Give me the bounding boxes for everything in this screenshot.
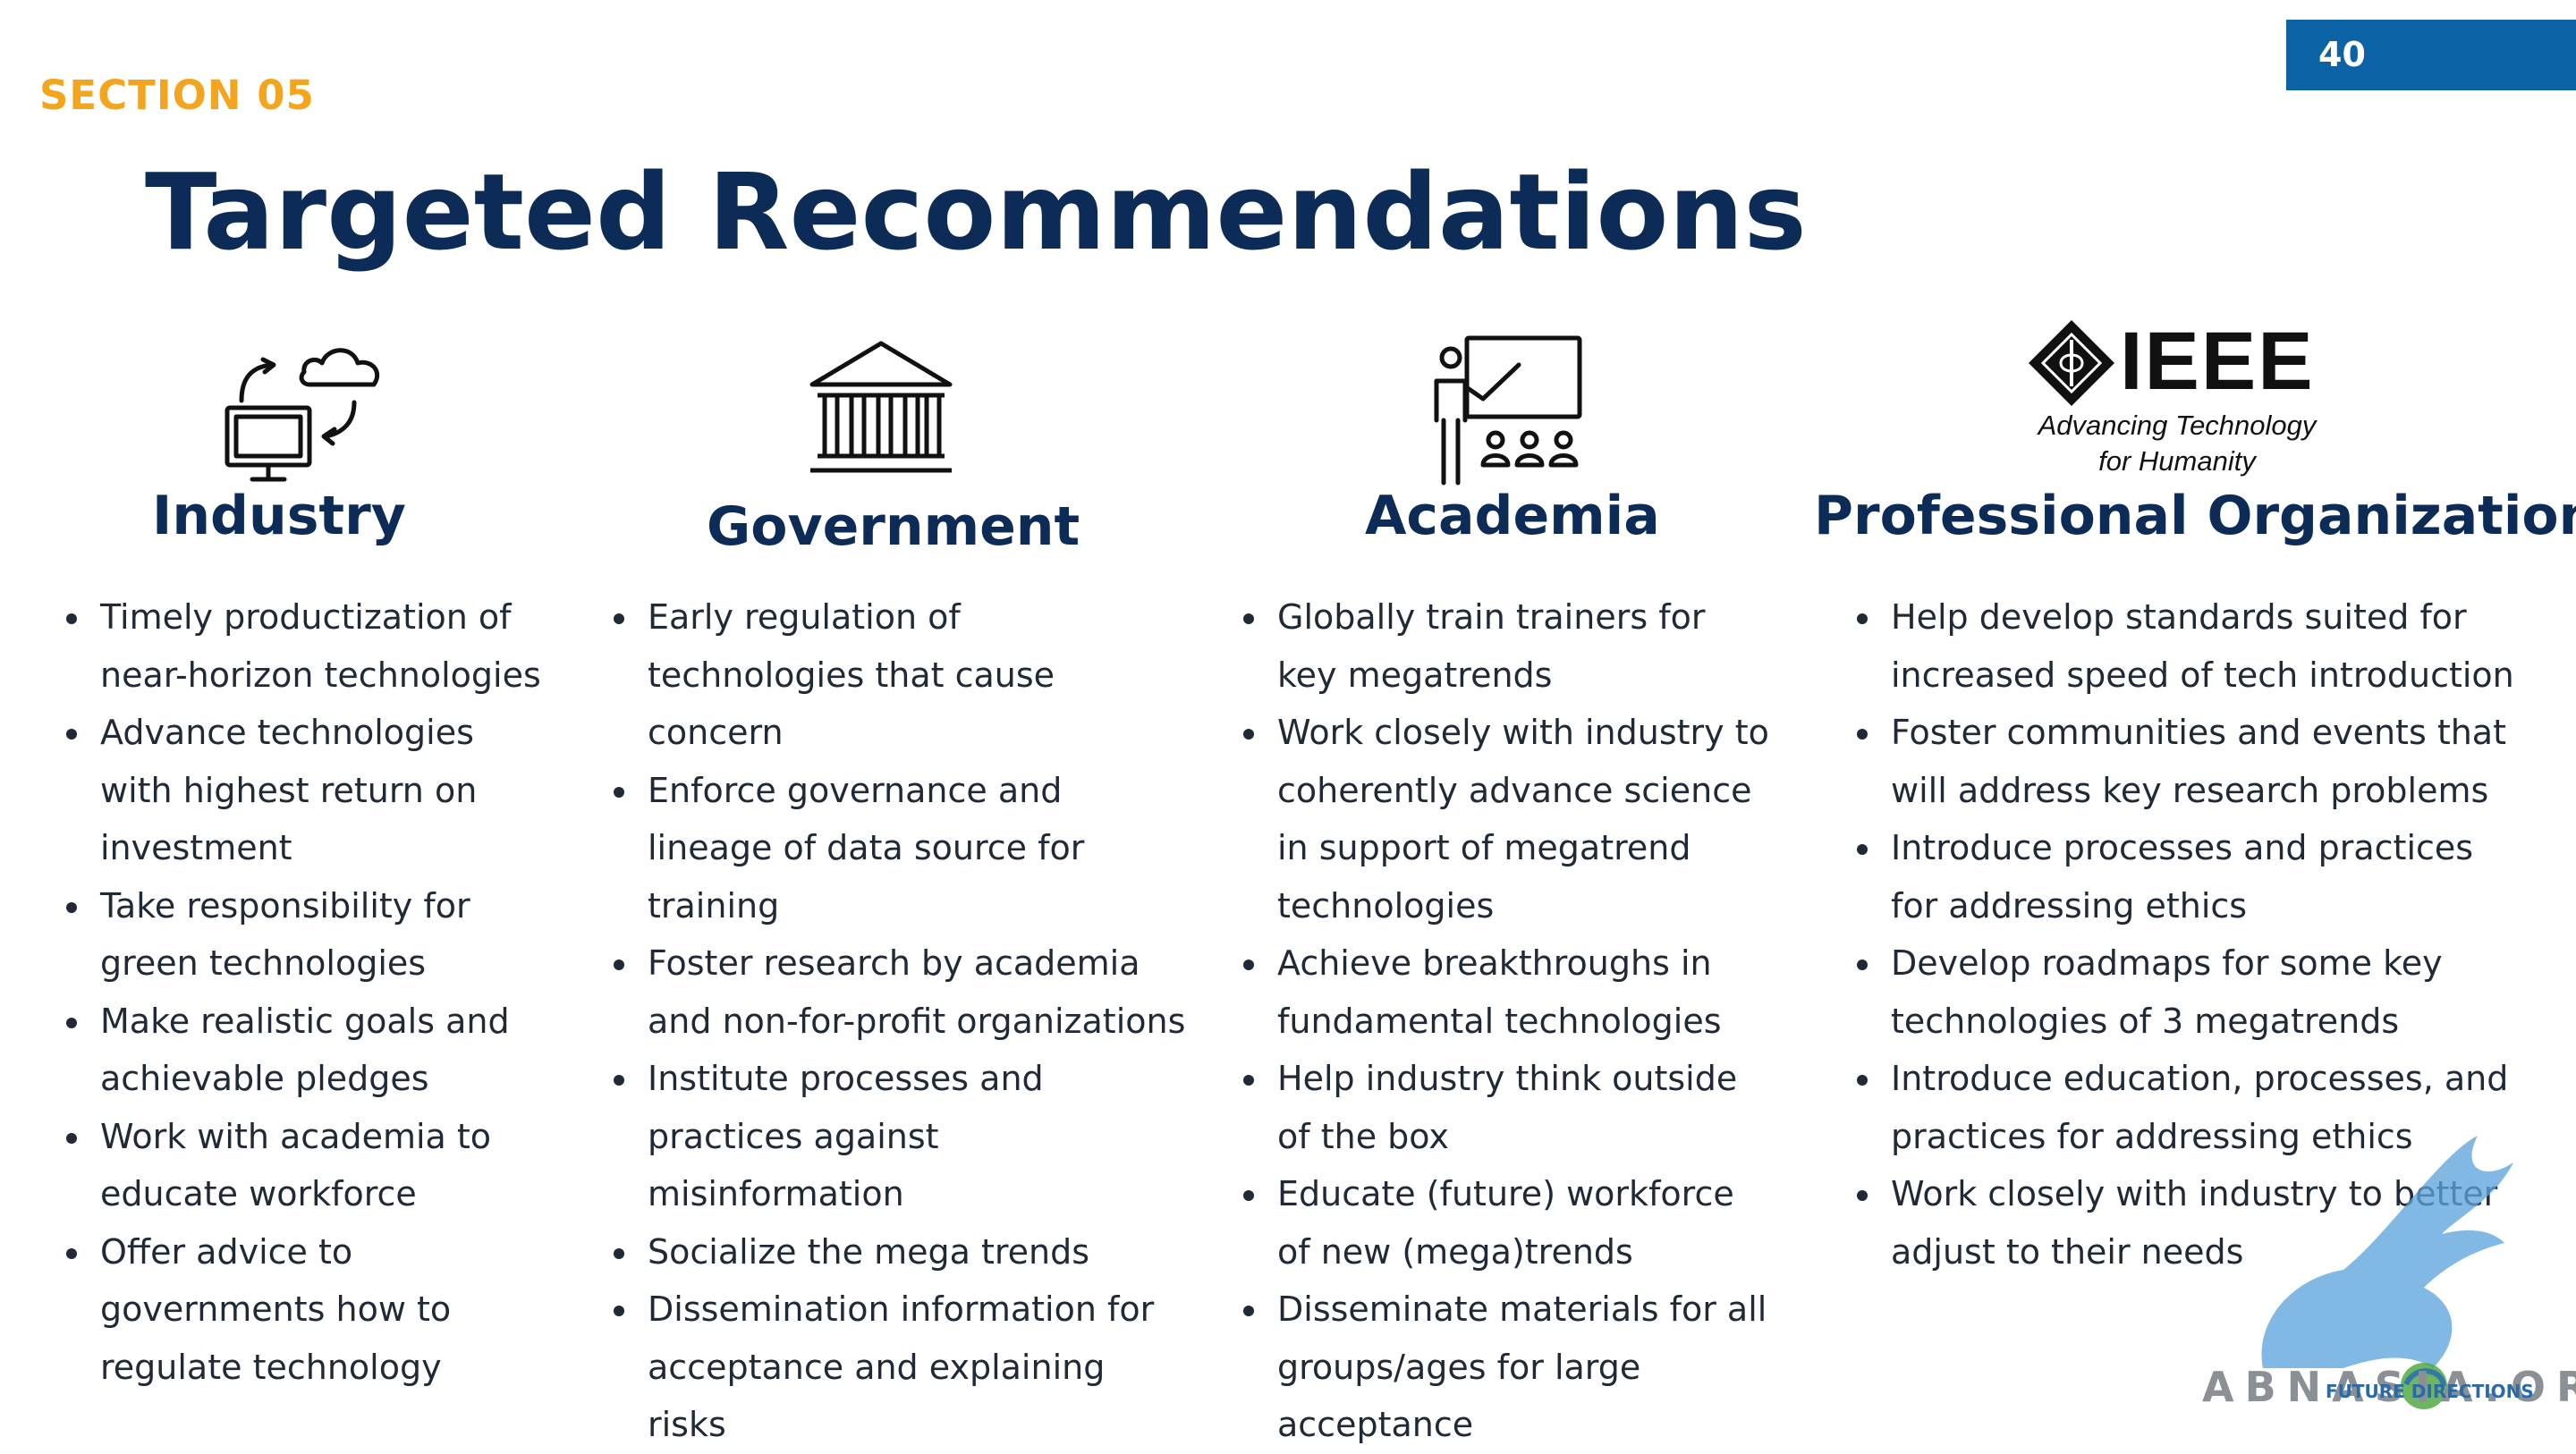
list-item: Work closely with industry to coherently… <box>1243 704 1771 934</box>
list-item: Foster research by academia and non-for-… <box>614 934 1186 1050</box>
cloud-computer-sync-icon <box>225 348 380 482</box>
column-title-academia: Academia <box>1365 485 1660 547</box>
list-item: Help develop standards suited for increa… <box>1857 588 2519 704</box>
list-item: Achieve breakthroughs in fundamental tec… <box>1243 934 1771 1050</box>
list-item: Work with academia to educate workforce <box>66 1108 549 1223</box>
list-item: Enforce governance and lineage of data s… <box>614 762 1186 935</box>
page-title: Targeted Recommendations <box>145 150 1807 274</box>
list-item: Educate (future) workforce of new (mega)… <box>1243 1165 1771 1281</box>
watermark-griffin-logo <box>2261 1136 2513 1409</box>
list-item: Offer advice to governments how to regul… <box>66 1223 549 1397</box>
column-title-government: Government <box>707 495 1080 558</box>
ieee-wordmark: IEEE <box>2120 316 2315 407</box>
list-item: Dissemination information for acceptance… <box>614 1281 1186 1454</box>
list-item: Socialize the mega trends <box>614 1223 1186 1281</box>
professional-organization-list: Help develop standards suited for increa… <box>1857 588 2519 1281</box>
column-title-professional-organization: Professional Organization <box>1814 485 2576 547</box>
list-item: Introduce processes and practices for ad… <box>1857 819 2519 934</box>
list-item: Work closely with industry to better adj… <box>1857 1165 2519 1281</box>
academia-list: Globally train trainers for key megatren… <box>1243 588 1771 1454</box>
ieee-tagline-line2: for Humanity <box>2098 445 2256 477</box>
ieee-tagline: Advancing Technology for Humanity <box>2034 408 2320 479</box>
industry-list: Timely productization of near-horizon te… <box>66 588 549 1396</box>
list-item: Make realistic goals and achievable pled… <box>66 993 549 1108</box>
section-label: SECTION 05 <box>39 72 315 119</box>
list-item: Develop roadmaps for some key technologi… <box>1857 934 2519 1050</box>
classroom-teacher-icon <box>1434 335 1582 486</box>
government-building-icon <box>809 341 953 473</box>
list-item: Help industry think outside of the box <box>1243 1050 1771 1165</box>
government-list: Early regulation of technologies that ca… <box>614 588 1186 1454</box>
list-item: Timely productization of near-horizon te… <box>66 588 549 704</box>
ieee-diamond-icon <box>2029 320 2114 406</box>
list-item: Globally train trainers for key megatren… <box>1243 588 1771 704</box>
list-item: Disseminate materials for all groups/age… <box>1243 1281 1771 1454</box>
page-number-badge: 40 <box>2286 20 2576 90</box>
list-item: Advance technologies with highest return… <box>66 704 549 877</box>
list-item: Introduce education, processes, and prac… <box>1857 1050 2519 1165</box>
column-title-industry: Industry <box>152 485 406 547</box>
ieee-tagline-line1: Advancing Technology <box>2038 410 2317 441</box>
list-item: Early regulation of technologies that ca… <box>614 588 1186 762</box>
list-item: Institute processes and practices agains… <box>614 1050 1186 1223</box>
watermark-text: ABNASIA.ORG <box>2202 1363 2576 1411</box>
list-item: Take responsibility for green technologi… <box>66 877 549 993</box>
ieee-logo: IEEE Advancing Technology for Humanity <box>2021 315 2326 485</box>
watermark-subtitle: FUTURE DIRECTIONS <box>2326 1381 2534 1402</box>
list-item: Foster communities and events that will … <box>1857 704 2519 819</box>
